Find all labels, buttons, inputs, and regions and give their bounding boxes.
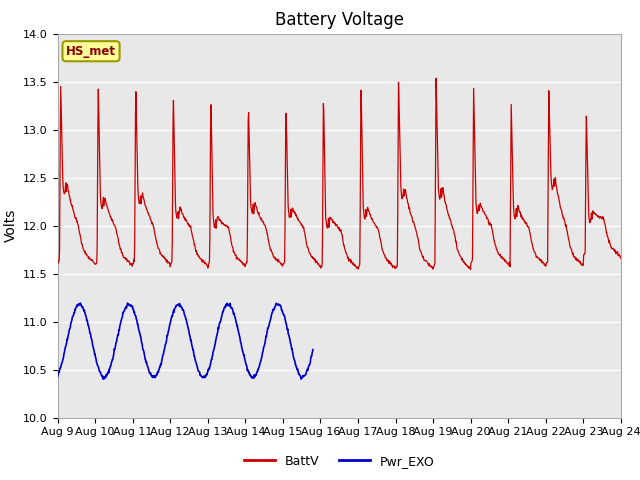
- Legend: BattV, Pwr_EXO: BattV, Pwr_EXO: [239, 450, 440, 473]
- Text: HS_met: HS_met: [66, 45, 116, 58]
- Y-axis label: Volts: Volts: [4, 209, 17, 242]
- Title: Battery Voltage: Battery Voltage: [275, 11, 404, 29]
